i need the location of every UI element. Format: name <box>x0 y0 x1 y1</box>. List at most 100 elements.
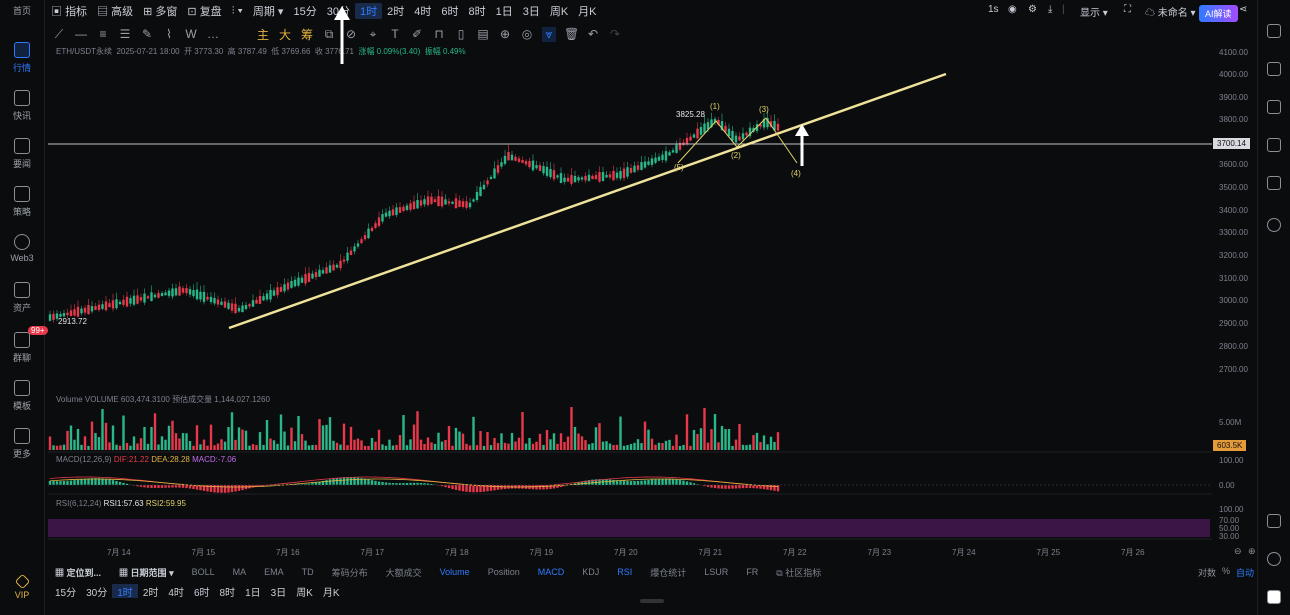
bottom-timeframe-8h[interactable]: 8时 <box>219 588 236 599</box>
support-icon[interactable] <box>1267 552 1281 566</box>
eye-tool-icon[interactable]: ◎ <box>521 27 533 41</box>
camera-icon[interactable]: ◉ <box>1008 4 1017 15</box>
hline-tool-icon[interactable]: — <box>75 27 87 41</box>
fullscreen-icon[interactable]: ⛶ <box>1124 4 1131 15</box>
scroll-handle[interactable] <box>640 599 664 603</box>
bottom-timeframe-3d[interactable]: 3日 <box>270 588 287 599</box>
timeframe-2h[interactable]: 2时 <box>387 6 405 18</box>
orderbook-icon[interactable] <box>1267 24 1281 38</box>
timeframe-1w[interactable]: 周K <box>549 6 569 18</box>
large-tool-icon[interactable]: 大 <box>278 27 291 42</box>
sidebar-item-headlines[interactable]: 要闻 <box>0 138 44 170</box>
bottom-timeframe-6h[interactable]: 6时 <box>193 588 210 599</box>
position-tool-icon[interactable]: ⊘ <box>345 27 357 41</box>
timeframe-1h[interactable]: 1时 <box>354 3 383 19</box>
magnet-tool-icon[interactable]: ⌖ <box>369 26 377 41</box>
bottom-timeframe-4h[interactable]: 4时 <box>168 588 184 599</box>
path-tool-icon[interactable]: ⌇ <box>166 27 172 41</box>
undo-icon[interactable]: ↶ <box>587 27 599 41</box>
locate-button[interactable]: ▦ 定位到... <box>55 567 102 578</box>
info-icon[interactable] <box>1267 218 1281 232</box>
settings-icon[interactable]: ⚙ <box>1028 4 1037 15</box>
sidebar-item-vip[interactable]: VIP <box>0 573 44 600</box>
wave-tool-icon[interactable]: W <box>185 27 197 41</box>
bottom-timeframe-1h[interactable]: 1时 <box>112 584 138 599</box>
sidebar-item-chat[interactable]: 99+ 群聊 <box>0 326 48 364</box>
brush-tool-icon[interactable]: ✎ <box>141 27 153 41</box>
advanced-button[interactable]: ▤ 高级 <box>97 6 134 18</box>
indicators-button[interactable]: ▣ 指标 <box>51 6 88 18</box>
bottom-timeframe-1w[interactable]: 周K <box>296 588 313 599</box>
bottom-timeframe-30m[interactable]: 30分 <box>86 588 108 599</box>
trendline[interactable] <box>228 72 947 330</box>
indicator-volume[interactable]: Volume <box>439 567 470 577</box>
layers-icon[interactable] <box>1267 176 1281 190</box>
indicator-rsi[interactable]: RSI <box>617 567 633 577</box>
layout-icon[interactable] <box>1267 514 1281 528</box>
indicator-community[interactable]: ⧉ 社区指标 <box>776 567 822 578</box>
date-range-dropdown[interactable]: ▦ 日期范围 ▾ <box>119 567 174 578</box>
chip-tool-icon[interactable]: 筹 <box>300 27 313 42</box>
timeframe-15m[interactable]: 15分 <box>293 6 317 18</box>
depth-icon[interactable] <box>1267 138 1281 152</box>
chart-type-button[interactable]: ⫶ ▾ <box>231 4 243 17</box>
channel-tool-icon[interactable]: ≡ <box>99 27 107 41</box>
text-tool-icon[interactable]: T <box>391 27 399 41</box>
sidebar-item-assets[interactable]: 资产 <box>0 282 44 314</box>
timeframe-8h[interactable]: 8时 <box>468 6 486 18</box>
sidebar-item-strategy[interactable]: 策略 <box>0 186 44 218</box>
fib-tool-icon[interactable]: ☰ <box>119 27 131 41</box>
more-tools-icon[interactable]: … <box>207 27 219 41</box>
sidebar-item-more[interactable]: 更多 <box>0 428 44 460</box>
redo-icon[interactable]: ↷ <box>609 27 621 41</box>
indicator-liquidation[interactable]: 爆仓统计 <box>650 567 687 578</box>
display-dropdown[interactable]: 显示 ▾ <box>1080 8 1108 19</box>
filter-tool-icon[interactable]: ⩔ <box>542 26 556 42</box>
ai-interpret-button[interactable]: AI解读 <box>1199 5 1238 22</box>
timeframe-1d[interactable]: 1日 <box>495 6 513 18</box>
main-tool-icon[interactable]: 主 <box>256 27 269 42</box>
elliott-wave-path[interactable] <box>677 117 798 164</box>
indicator-ma[interactable]: MA <box>232 567 247 577</box>
bottom-timeframe-15m[interactable]: 15分 <box>55 588 77 599</box>
zoom-tool-icon[interactable]: ⊕ <box>499 27 511 41</box>
auto-scale-toggle[interactable]: 自动 <box>1236 568 1255 578</box>
measure-tool-icon[interactable]: ▯ <box>457 27 465 41</box>
download-icon[interactable]: ⤓ <box>1048 4 1053 15</box>
indicator-fr[interactable]: FR <box>746 567 759 577</box>
copy-tool-icon[interactable]: ⧉ <box>324 26 334 41</box>
timeframe-3d[interactable]: 3日 <box>522 6 540 18</box>
indicator-ema[interactable]: EMA <box>264 567 284 577</box>
stats-icon[interactable] <box>1267 100 1281 114</box>
timeframe-4h[interactable]: 4时 <box>414 6 432 18</box>
sidebar-item-home[interactable]: 首页 <box>12 6 31 16</box>
timeframe-1mo[interactable]: 月K <box>578 6 597 18</box>
line-tool-icon[interactable]: ⟋ <box>54 26 64 41</box>
percent-scale-toggle[interactable]: % <box>1222 566 1231 576</box>
sidebar-item-news[interactable]: 快讯 <box>0 90 44 122</box>
bottom-timeframe-1d[interactable]: 1日 <box>245 588 261 599</box>
indicator-kdj[interactable]: KDJ <box>582 567 600 577</box>
settings-axis-icon[interactable]: ⊕ <box>1248 546 1256 556</box>
indicator-td[interactable]: TD <box>301 567 314 577</box>
bottom-timeframe-2h[interactable]: 2时 <box>142 588 159 599</box>
indicator-lsur[interactable]: LSUR <box>704 567 729 577</box>
indicator-chip[interactable]: 筹码分布 <box>331 567 368 578</box>
note-tool-icon[interactable]: ▤ <box>477 27 489 41</box>
refresh-1s-button[interactable]: 1s <box>988 4 999 15</box>
period-dropdown[interactable]: 周期 ▾ <box>252 6 284 18</box>
replay-button[interactable]: ⊡ 复盘 <box>187 6 222 18</box>
multi-window-button[interactable]: ⊞ 多窗 <box>143 6 178 18</box>
timeframe-6h[interactable]: 6时 <box>441 6 459 18</box>
lock-tool-icon[interactable]: ⊓ <box>434 27 444 41</box>
indicator-boll[interactable]: BOLL <box>191 567 215 577</box>
share-icon[interactable]: ⋖ <box>1239 4 1248 15</box>
indicator-macd[interactable]: MACD <box>537 567 565 577</box>
mascot-icon[interactable] <box>1267 590 1281 604</box>
scroll-left-icon[interactable]: ⊖ <box>1234 546 1242 556</box>
layout-name-dropdown[interactable]: ☁ 未命名 ▾ <box>1145 8 1196 19</box>
sidebar-item-web3[interactable]: Web3 <box>0 234 44 263</box>
sidebar-item-template[interactable]: 模板 <box>0 380 44 412</box>
pen-tool-icon[interactable]: ✐ <box>411 27 423 41</box>
